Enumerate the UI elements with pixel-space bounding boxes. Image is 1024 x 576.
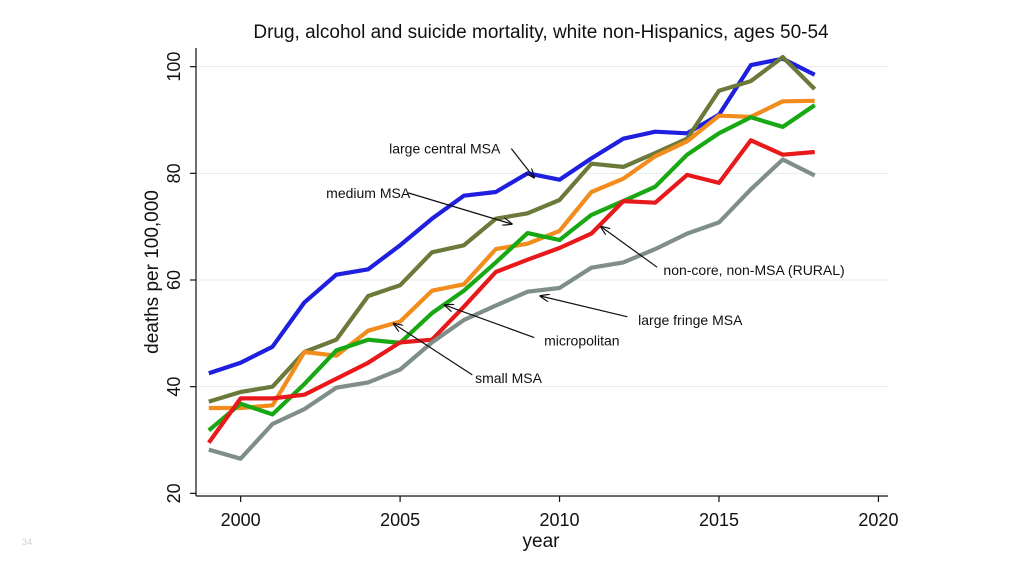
slide-number: 34 xyxy=(22,537,33,547)
y-axis-label: deaths per 100,000 xyxy=(142,190,163,354)
gridlines xyxy=(196,66,888,494)
annotation-arrow xyxy=(510,148,534,178)
annotations: large central MSA medium MSA non-core, non… xyxy=(326,141,845,386)
annotation-arrow xyxy=(445,305,535,339)
x-tick-label: 2000 xyxy=(221,510,261,530)
annotation-label: large fringe MSA xyxy=(638,312,743,328)
series-lines xyxy=(207,54,817,461)
series-line-non-core-non-msa-rural xyxy=(207,138,815,444)
annotation-label: micropolitan xyxy=(544,333,619,349)
tick-labels: 20 40 60 80 100 2000 2005 2010 2015 2020 xyxy=(164,52,898,530)
annotation-label: small MSA xyxy=(475,370,543,386)
annotation-label: medium MSA xyxy=(326,185,411,201)
chart-title: Drug, alcohol and suicide mortality, whi… xyxy=(253,22,829,43)
x-tick-label: 2015 xyxy=(699,510,739,530)
y-tick-label: 60 xyxy=(164,270,184,290)
series-line-small-msa xyxy=(208,98,815,411)
annotation-label: non-core, non-MSA (RURAL) xyxy=(663,262,844,278)
x-tick-label: 2010 xyxy=(540,510,580,530)
annotation-arrow xyxy=(540,296,628,318)
y-tick-label: 100 xyxy=(164,52,184,82)
series-line-micropolitan xyxy=(207,103,816,433)
annotation-arrow xyxy=(408,192,512,224)
series-line-medium-msa xyxy=(208,54,817,404)
y-tick-label: 80 xyxy=(164,163,184,183)
series-line-large-fringe-msa xyxy=(208,157,816,461)
annotation-arrow xyxy=(394,324,473,376)
annotation-label: large central MSA xyxy=(389,141,501,157)
axes xyxy=(190,48,888,502)
x-tick-label: 2020 xyxy=(858,510,898,530)
x-tick-label: 2005 xyxy=(380,510,420,530)
x-axis-label: year xyxy=(523,531,561,552)
y-tick-label: 40 xyxy=(164,377,184,397)
y-tick-label: 20 xyxy=(164,483,184,503)
annotation-arrow xyxy=(601,227,658,268)
